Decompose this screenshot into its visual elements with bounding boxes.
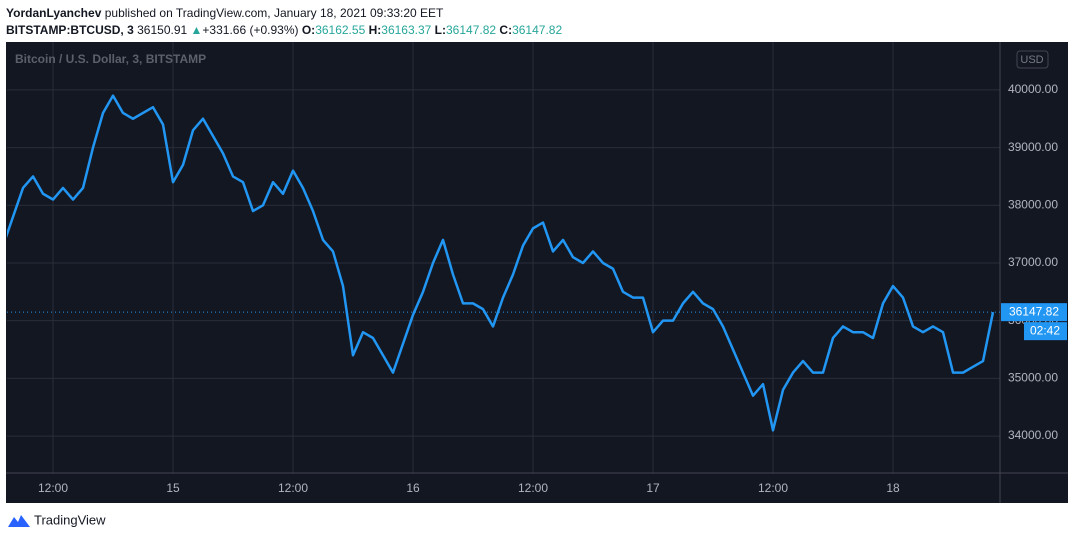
- ohlc-label: L:: [434, 23, 446, 37]
- ohlc-label: H:: [368, 23, 382, 37]
- legend-title: Bitcoin / U.S. Dollar, 3, BITSTAMP: [15, 52, 206, 66]
- x-tick-label: 18: [886, 481, 900, 495]
- arrow: ▲: [190, 23, 203, 37]
- x-tick-label: 17: [646, 481, 660, 495]
- header-line-2: BITSTAMP:BTCUSD, 3 36150.91 ▲+331.66 (+0…: [6, 23, 562, 37]
- ohlc-value: 36147.82: [512, 23, 563, 37]
- currency-box: [1016, 50, 1049, 69]
- x-tick-label: 12:00: [278, 481, 308, 495]
- chart-background: [6, 42, 1068, 503]
- published: published on TradingView.com, January 18…: [104, 6, 444, 20]
- x-tick-label: 15: [166, 481, 180, 495]
- x-tick-label: 12:00: [758, 481, 788, 495]
- x-tick-label: 16: [406, 481, 420, 495]
- y-tick-label: 34000.00: [1008, 428, 1058, 442]
- x-tick-label: 12:00: [518, 481, 548, 495]
- header-line-1: YordanLyanchev published on TradingView.…: [6, 6, 443, 20]
- ohlc-value: 36147.82: [446, 23, 497, 37]
- y-tick-label: 38000.00: [1008, 197, 1058, 211]
- symbol: BITSTAMP:BTCUSD, 3: [6, 23, 134, 37]
- logo-icon: [8, 515, 30, 527]
- footer-logo: TradingView: [8, 512, 106, 527]
- y-tick-label: 37000.00: [1008, 255, 1058, 269]
- countdown: 02:42: [1030, 323, 1060, 337]
- price-line: [7, 94, 995, 432]
- y-tick-label: 35000.00: [1008, 371, 1058, 385]
- ohlc-value: 36162.55: [315, 23, 366, 37]
- y-tick-label: 39000.00: [1008, 140, 1058, 154]
- last-price-box: [1001, 303, 1067, 322]
- currency: USD: [1020, 54, 1043, 66]
- brand: TradingView: [34, 512, 106, 527]
- ohlc-value: 36163.37: [381, 23, 432, 37]
- change: +331.66 (+0.93%): [202, 23, 299, 37]
- last-price-label: 36147.82: [1009, 304, 1059, 318]
- last: 36150.91: [137, 23, 188, 37]
- ohlc-label: C:: [499, 23, 513, 37]
- x-tick-label: 12:00: [38, 481, 68, 495]
- author: YordanLyanchev: [6, 6, 102, 20]
- countdown-box: [1024, 322, 1067, 341]
- y-tick-label: 40000.00: [1008, 82, 1058, 96]
- ohlc-label: O:: [301, 23, 316, 37]
